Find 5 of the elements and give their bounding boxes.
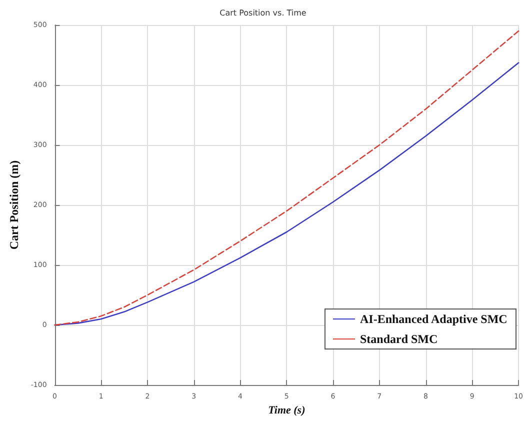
legend-label: Standard SMC	[360, 332, 438, 346]
y-axis-title: Cart Position (m)	[7, 160, 21, 250]
chart-title: Cart Position vs. Time	[220, 8, 306, 18]
legend-label: AI-Enhanced Adaptive SMC	[360, 312, 508, 326]
x-axis-title: Time (s)	[268, 404, 306, 416]
